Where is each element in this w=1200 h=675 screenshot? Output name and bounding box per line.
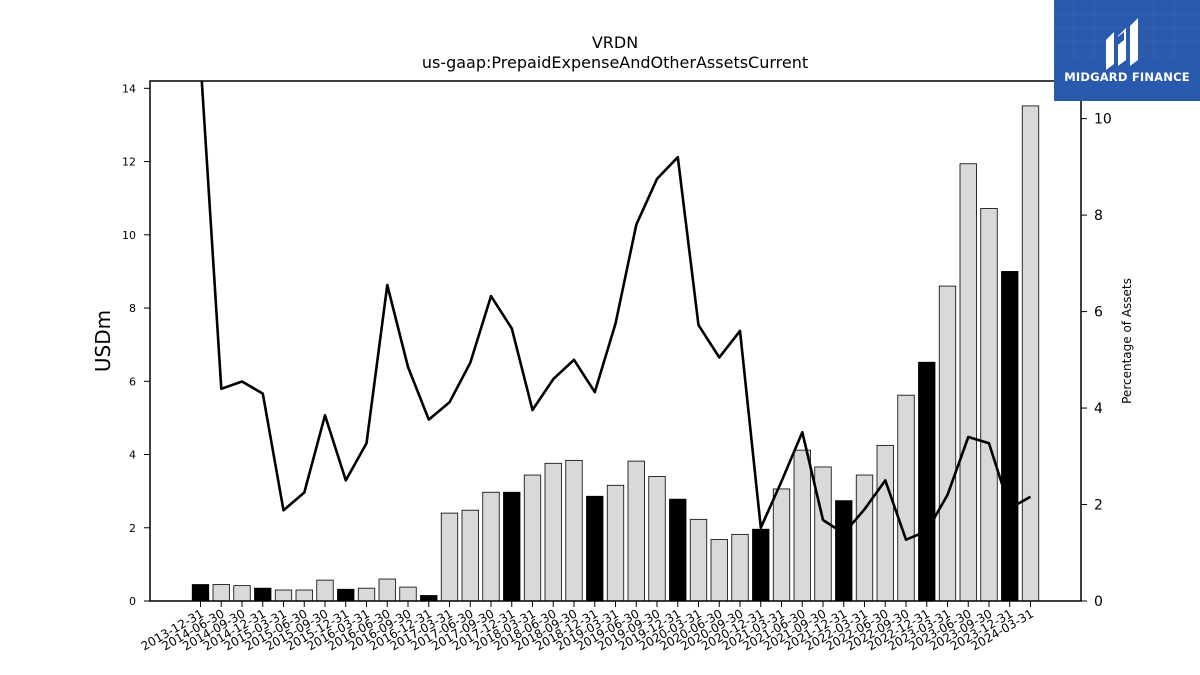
bars-group [191,105,1040,602]
logo-mark-icon [1054,0,1200,70]
bar-2013-12-31 [191,584,210,602]
bar-2014-12-31 [254,587,272,602]
bar-2015-09-30 [316,579,334,602]
bar-2017-12-31 [503,491,521,602]
y2-tick-label: 4 [1094,401,1103,417]
bar-2018-09-30 [565,459,583,602]
y-tick-label: 14 [122,82,136,95]
bar-2020-03-31 [689,518,708,602]
bar-2021-12-31 [835,500,853,602]
bar-2018-03-31 [523,474,542,602]
y2-tick-label: 8 [1094,208,1103,224]
bar-2015-12-31 [337,588,355,602]
bar-2017-03-31 [440,512,459,602]
bar-2022-03-31 [855,474,874,602]
y2-tick-label: 10 [1094,112,1112,128]
y-tick-label: 2 [129,522,136,535]
bar-2018-06-30 [544,462,562,602]
bar-2014-06-30 [212,584,230,602]
y2-tick-label: 0 [1094,594,1103,610]
bar-2021-06-30 [793,449,811,602]
bar-2016-09-30 [399,586,417,602]
bar-2020-09-30 [731,533,749,602]
bar-2023-09-30 [980,208,998,602]
bar-2024-03-31 [1021,105,1040,602]
bar-2018-12-31 [586,495,604,602]
bar-2022-12-31 [918,361,936,602]
bar-2023-03-31 [938,285,957,602]
y-tick-label: 6 [129,375,136,388]
percentage-line [200,81,1032,542]
y2-axis-label: Percentage of Assets [1120,278,1134,404]
bar-2017-06-30 [461,509,479,602]
bar-2019-09-30 [648,476,666,602]
bar-2021-03-31 [772,488,791,602]
y-tick-label: 0 [129,595,136,608]
bar-2021-09-30 [814,466,832,602]
bar-2022-09-30 [897,394,915,602]
bar-2023-12-31 [1001,271,1019,602]
bar-2019-12-31 [669,498,687,602]
chart-title: VRDN [592,33,638,52]
bar-2014-09-30 [233,585,251,602]
axes-group: 0246810121402468102013-12-312014-06-3020… [122,80,1112,653]
bar-2020-12-31 [752,528,770,602]
bar-2016-06-30 [378,578,396,602]
y2-tick-label: 6 [1094,305,1103,321]
bar-2017-09-30 [482,491,500,602]
bar-2019-06-30 [627,460,645,602]
line-group [200,81,1032,542]
bar-2020-06-30 [710,539,728,602]
bar-2022-06-30 [876,444,894,602]
midgard-finance-logo: MIDGARD FINANCE [1054,0,1200,101]
y-tick-label: 4 [129,449,136,462]
y2-tick-label: 2 [1094,498,1103,514]
bar-2019-03-31 [606,484,625,602]
bar-2023-06-30 [959,163,977,602]
bar-2015-03-31 [274,589,293,602]
logo-text: MIDGARD FINANCE [1064,70,1190,84]
y-tick-label: 12 [122,156,136,169]
bar-2016-12-31 [420,595,438,602]
y-tick-label: 8 [129,302,136,315]
bar-2015-06-30 [295,589,313,602]
chart-subtitle: us-gaap:PrepaidExpenseAndOtherAssetsCurr… [422,53,808,72]
y-tick-label: 10 [122,229,136,242]
bar-2016-03-31 [357,587,376,602]
y-axis-label: USDm [91,310,115,372]
